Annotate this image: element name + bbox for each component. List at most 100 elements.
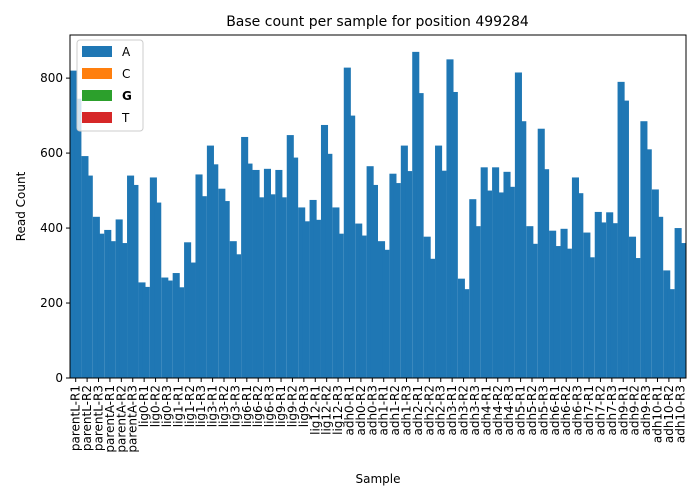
bar-adh10-R2-secondary bbox=[663, 270, 671, 378]
x-tick-label: lig0-R2 bbox=[149, 385, 163, 427]
bar-adh4-R3-A bbox=[507, 186, 515, 378]
bar-adh9-R2-A bbox=[633, 258, 641, 378]
x-tick-label: adh0-R2 bbox=[354, 385, 368, 436]
x-tick-label: adh3-R1 bbox=[445, 385, 459, 436]
bar-lig12-R1-A bbox=[313, 219, 321, 378]
x-tick-label: lig3-R3 bbox=[228, 385, 242, 427]
bar-lig12-R2-A bbox=[325, 153, 333, 378]
bar-lig6-R2-secondary bbox=[252, 169, 260, 378]
x-tick-label: lig6-R1 bbox=[240, 385, 254, 427]
bar-parentL-R2-A bbox=[85, 175, 93, 378]
bar-adh4-R2-A bbox=[496, 192, 504, 378]
bar-adh5-R3-A bbox=[542, 169, 550, 378]
x-tick-label: lig9-R2 bbox=[285, 385, 299, 427]
x-tick-label: adh6-R3 bbox=[571, 385, 585, 436]
x-tick-label: adh4-R2 bbox=[491, 385, 505, 436]
bar-lig9-R2-A bbox=[291, 157, 299, 378]
x-tick-label: adh3-R2 bbox=[457, 385, 471, 436]
x-tick-label: adh2-R1 bbox=[411, 385, 425, 436]
x-tick-label: adh2-R3 bbox=[434, 385, 448, 436]
legend-box bbox=[76, 39, 144, 132]
y-axis-title: Read Count bbox=[14, 171, 28, 241]
bar-adh6-R1-secondary bbox=[549, 230, 557, 378]
x-tick-label: adh7-R2 bbox=[593, 385, 607, 436]
bar-lig12-R3-A bbox=[336, 233, 344, 378]
x-tick-label: lig0-R1 bbox=[137, 385, 151, 427]
x-tick-label: lig3-R1 bbox=[206, 385, 220, 427]
bar-adh6-R1-A bbox=[553, 246, 561, 378]
x-tick-label: parentL-R1 bbox=[69, 385, 83, 451]
bar-lig12-R1-secondary bbox=[309, 199, 317, 378]
bar-adh5-R2-A bbox=[530, 243, 538, 378]
bar-adh3-R1-A bbox=[450, 91, 458, 378]
bar-adh3-R1-secondary bbox=[446, 59, 454, 378]
bar-lig1-R2-A bbox=[188, 262, 196, 378]
legend-swatch-G bbox=[82, 90, 112, 101]
bar-lig9-R2-secondary bbox=[286, 135, 294, 378]
bar-adh6-R2-secondary bbox=[560, 228, 568, 378]
bar-adh9-R2-secondary bbox=[628, 236, 637, 378]
bar-lig3-R2-secondary bbox=[218, 188, 226, 378]
bar-adh7-R1-A bbox=[587, 257, 595, 378]
x-tick-label: adh10-R2 bbox=[662, 385, 676, 443]
bars-group bbox=[70, 51, 686, 379]
x-tick-label: adh5-R2 bbox=[525, 385, 539, 436]
legend-label-C: C bbox=[122, 67, 130, 81]
x-axis-title: Sample bbox=[356, 472, 401, 486]
bar-adh0-R3-A bbox=[370, 184, 378, 378]
bar-lig6-R1-secondary bbox=[241, 136, 249, 378]
x-tick-label: adh10-R3 bbox=[673, 385, 687, 443]
x-tick-label: adh7-R1 bbox=[582, 385, 596, 436]
bar-adh4-R1-secondary bbox=[480, 167, 488, 378]
bar-adh7-R3-secondary bbox=[606, 212, 614, 378]
x-tick-label: parentA-R1 bbox=[103, 385, 117, 453]
bar-adh10-R2-A bbox=[667, 289, 675, 378]
bar-lig0-R1-A bbox=[142, 286, 150, 378]
bar-lig0-R2-secondary bbox=[149, 177, 157, 378]
bar-lig6-R1-A bbox=[245, 163, 253, 378]
bar-lig0-R2-A bbox=[154, 202, 162, 378]
bar-parentA-R2-A bbox=[119, 243, 128, 378]
chart-title: Base count per sample for position 49928… bbox=[226, 14, 529, 30]
bar-adh6-R3-A bbox=[576, 193, 584, 378]
bar-adh0-R2-secondary bbox=[355, 223, 363, 378]
bar-parentL-R3-secondary bbox=[92, 216, 100, 378]
bar-adh2-R1-secondary bbox=[412, 51, 420, 379]
bar-adh1-R2-secondary bbox=[389, 173, 397, 378]
x-tick-label: parentA-R3 bbox=[126, 385, 140, 453]
bar-parentA-R2-secondary bbox=[115, 219, 123, 378]
y-axis: 0 200 400 600 800 bbox=[40, 71, 70, 385]
plot-frame bbox=[69, 34, 687, 379]
bar-parentA-R1-secondary bbox=[104, 229, 112, 378]
bar-lig0-R1-secondary bbox=[138, 282, 146, 378]
bar-adh7-R2-A bbox=[599, 222, 607, 378]
bar-adh5-R3-secondary bbox=[537, 128, 545, 378]
x-tick-label: adh4-R3 bbox=[502, 385, 516, 436]
bar-adh6-R2-A bbox=[564, 248, 572, 378]
legend-label-T: T bbox=[121, 111, 130, 125]
bar-lig3-R3-A bbox=[234, 254, 242, 378]
x-tick-label: lig12-R1 bbox=[308, 385, 322, 435]
bar-lig1-R1-A bbox=[177, 287, 185, 378]
legend-label-A: A bbox=[122, 45, 131, 59]
x-tick-label: adh9-R3 bbox=[639, 385, 653, 436]
bar-parentL-R1-secondary bbox=[70, 70, 78, 378]
bar-adh7-R1-secondary bbox=[583, 232, 591, 378]
bar-lig1-R2-secondary bbox=[184, 242, 192, 378]
x-tick-label: adh10-R1 bbox=[650, 385, 664, 443]
bar-parentL-R1-A bbox=[74, 98, 82, 378]
x-tick-label: parentL-R2 bbox=[80, 385, 94, 451]
bar-lig9-R1-A bbox=[279, 197, 287, 378]
bar-adh5-R1-A bbox=[519, 121, 527, 379]
bar-adh2-R3-secondary bbox=[435, 145, 443, 378]
bar-lig6-R3-A bbox=[268, 194, 276, 378]
x-tick-label: lig12-R2 bbox=[320, 385, 334, 435]
bar-adh6-R3-secondary bbox=[571, 177, 579, 378]
bar-adh3-R3-secondary bbox=[469, 199, 477, 378]
bar-lig6-R2-A bbox=[256, 197, 264, 378]
bar-lig9-R3-A bbox=[302, 221, 310, 378]
y-tick-label: 200 bbox=[40, 296, 63, 310]
bar-lig12-R2-secondary bbox=[320, 124, 329, 378]
